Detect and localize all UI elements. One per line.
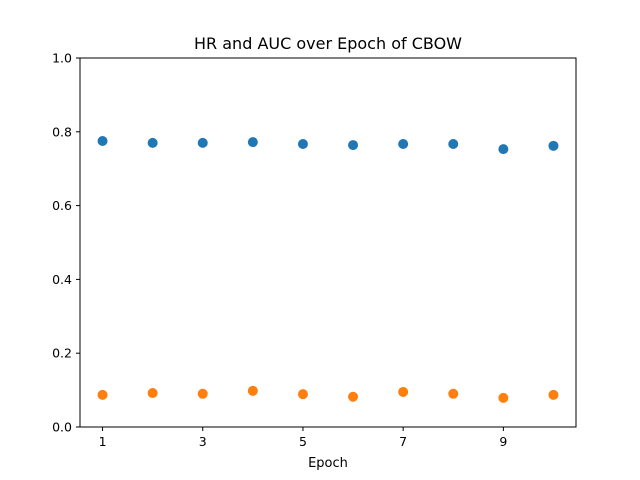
x-tick-label-0: 1 xyxy=(99,434,107,449)
x-tick-label-4: 9 xyxy=(499,434,507,449)
x-tick-label-3: 7 xyxy=(399,434,407,449)
series-1-point-1 xyxy=(147,388,158,399)
series-0-point-8 xyxy=(498,144,509,155)
series-1-point-2 xyxy=(197,388,208,399)
series-0-point-6 xyxy=(398,138,409,149)
x-tick-label-1: 3 xyxy=(199,434,207,449)
y-tick-label-1: 0.2 xyxy=(52,346,72,361)
series-1-point-4 xyxy=(297,389,308,400)
y-axis-ticks: 0.0 0.2 0.4 0.6 0.8 1.0 xyxy=(52,51,80,435)
series-0-point-3 xyxy=(247,137,258,148)
x-tick-label-2: 5 xyxy=(299,434,307,449)
series-0-point-5 xyxy=(348,140,359,151)
series-1-point-0 xyxy=(97,389,108,400)
chart-title: HR and AUC over Epoch of CBOW xyxy=(194,34,462,53)
plot-frame xyxy=(79,57,577,428)
series-0-point-2 xyxy=(197,137,208,148)
series-1-point-7 xyxy=(448,388,459,399)
series-1-point-8 xyxy=(498,392,509,403)
y-tick-label-5: 1.0 xyxy=(52,51,72,66)
y-tick-label-3: 0.6 xyxy=(52,198,72,213)
x-axis-label: Epoch xyxy=(308,456,348,471)
series-1-point-9 xyxy=(548,389,559,400)
series-0-point-4 xyxy=(297,138,308,149)
x-axis-ticks: 1 3 5 7 9 xyxy=(99,427,507,449)
y-tick-label-0: 0.0 xyxy=(52,420,72,435)
series-1-point-5 xyxy=(348,391,359,402)
series-0-point-1 xyxy=(147,137,158,148)
series-0-point-9 xyxy=(548,140,559,151)
series-0-point-0 xyxy=(97,136,108,147)
series-0-point-7 xyxy=(448,138,459,149)
y-tick-label-2: 0.4 xyxy=(52,272,72,287)
series-1-point-3 xyxy=(247,385,258,396)
plot-points xyxy=(97,136,559,403)
series-1-point-6 xyxy=(398,386,409,397)
y-tick-label-4: 0.8 xyxy=(52,124,72,139)
